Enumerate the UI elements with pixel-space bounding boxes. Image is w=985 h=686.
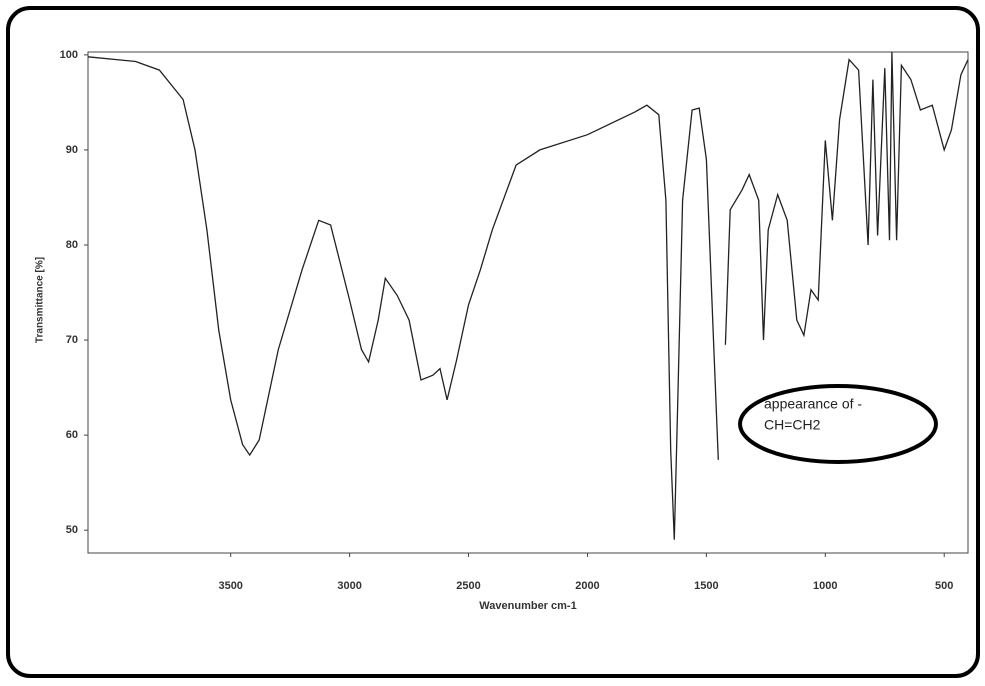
y-tick-label: 50 xyxy=(66,524,78,536)
x-tick-label: 500 xyxy=(935,580,953,592)
y-tick-label: 80 xyxy=(66,239,78,251)
frame xyxy=(6,6,980,678)
x-tick-label: 3000 xyxy=(337,580,361,592)
plot-area xyxy=(87,51,969,554)
x-tick-label: 3500 xyxy=(218,580,242,592)
x-tick-label: 2000 xyxy=(575,580,599,592)
x-tick-label: 1500 xyxy=(694,580,718,592)
annotation: appearance of - xyxy=(764,396,862,412)
x-axis-title: Wavenumber cm-1 xyxy=(479,600,576,612)
y-axis-title: Transmittance [%] xyxy=(35,257,46,343)
annotation: CH=CH2 xyxy=(764,417,821,433)
y-tick-label: 90 xyxy=(66,144,78,156)
y-tick-label: 60 xyxy=(66,429,78,441)
x-tick-label: 1000 xyxy=(813,580,837,592)
spectrum-line xyxy=(87,51,969,540)
annotation-ellipse xyxy=(738,384,938,464)
x-tick-label: 2500 xyxy=(456,580,480,592)
y-tick-label: 70 xyxy=(66,334,78,346)
y-tick-label: 100 xyxy=(60,49,78,61)
